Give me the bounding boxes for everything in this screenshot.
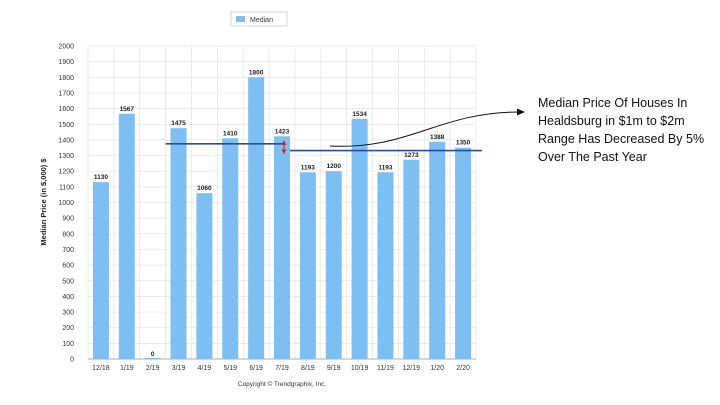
data-label: 1388 bbox=[430, 134, 445, 141]
y-tick-label: 300 bbox=[62, 310, 74, 317]
bar bbox=[351, 118, 368, 359]
y-tick-label: 800 bbox=[62, 231, 74, 238]
data-label: 1193 bbox=[301, 164, 315, 171]
bar bbox=[325, 171, 342, 359]
bar bbox=[222, 138, 239, 359]
bar bbox=[403, 159, 420, 359]
legend-swatch bbox=[236, 16, 245, 22]
x-tick-label: 10/19 bbox=[351, 365, 369, 372]
bar bbox=[144, 358, 161, 359]
data-label: 1534 bbox=[352, 111, 367, 118]
y-axis-label: Median Price (in $,000) $ bbox=[39, 158, 48, 246]
y-tick-label: 700 bbox=[62, 247, 74, 254]
data-label: 1060 bbox=[197, 185, 212, 192]
x-tick-label: 8/19 bbox=[301, 365, 315, 372]
y-tick-label: 1400 bbox=[58, 137, 74, 144]
y-tick-label: 500 bbox=[62, 278, 74, 285]
x-tick-label: 4/19 bbox=[198, 365, 212, 372]
x-tick-label: 7/19 bbox=[275, 365, 289, 372]
data-label: 1350 bbox=[456, 140, 471, 147]
legend-label: Median bbox=[250, 17, 273, 24]
tick-labels: 0 100 200 300 400 500 600 700 800 900 1000 1100 1200… bbox=[58, 44, 470, 373]
x-tick-label: 2/20 bbox=[456, 365, 470, 372]
data-label: 1193 bbox=[378, 164, 392, 171]
annotation-text: Median Price Of Houses In Healdsburg in … bbox=[538, 96, 705, 164]
x-tick-label: 11/19 bbox=[377, 365, 394, 372]
y-tick-label: 1700 bbox=[58, 90, 74, 97]
annotation-arrowhead bbox=[517, 108, 525, 116]
y-tick-label: 1900 bbox=[58, 59, 74, 66]
data-label: 1800 bbox=[249, 69, 264, 76]
bar bbox=[196, 193, 213, 359]
y-tick-label: 600 bbox=[62, 263, 74, 270]
data-label: 1410 bbox=[223, 130, 238, 137]
bar bbox=[377, 172, 394, 359]
y-tick-label: 100 bbox=[62, 341, 74, 348]
data-label: 1567 bbox=[120, 106, 135, 113]
y-tick-label: 400 bbox=[62, 294, 74, 301]
data-label: 1200 bbox=[326, 163, 341, 170]
y-tick-label: 0 bbox=[70, 357, 74, 364]
y-tick-label: 1100 bbox=[59, 184, 74, 191]
x-tick-label: 12/19 bbox=[403, 365, 421, 372]
y-tick-label: 1600 bbox=[58, 106, 74, 113]
y-tick-label: 1500 bbox=[58, 122, 74, 129]
y-tick-label: 1300 bbox=[58, 153, 74, 160]
data-label: 1273 bbox=[404, 152, 419, 159]
legend: Median bbox=[230, 11, 288, 27]
bar bbox=[429, 141, 446, 359]
y-tick-label: 2000 bbox=[58, 44, 74, 51]
x-tick-label: 1/20 bbox=[430, 365, 444, 372]
x-tick-label: 3/19 bbox=[172, 365, 186, 372]
bar bbox=[274, 136, 290, 359]
bars bbox=[92, 77, 472, 360]
bar bbox=[455, 147, 472, 359]
x-tick-label: 6/19 bbox=[249, 365, 263, 372]
bar bbox=[299, 172, 316, 359]
y-tick-label: 1200 bbox=[58, 169, 74, 176]
y-tick-label: 1800 bbox=[58, 75, 74, 82]
x-tick-label: 5/19 bbox=[223, 365, 237, 372]
change-arrow-head-up bbox=[281, 140, 287, 145]
data-label: 1130 bbox=[94, 174, 108, 181]
data-labels: 1130 1567 0 1475 1060 1410 1800 1423 1193 1200 153… bbox=[94, 69, 471, 358]
bar bbox=[248, 77, 265, 360]
data-label: 0 bbox=[151, 351, 155, 358]
x-tick-label: 2/19 bbox=[146, 365, 160, 372]
x-tick-label: 12/18 bbox=[92, 365, 110, 372]
y-tick-label: 900 bbox=[62, 216, 74, 223]
bar bbox=[92, 182, 109, 359]
data-label: 1475 bbox=[171, 120, 186, 127]
copyright-text: Copyright © Trendgraphix, Inc. bbox=[238, 380, 326, 388]
change-arrow-head-down bbox=[281, 149, 287, 155]
x-tick-label: 9/19 bbox=[327, 365, 341, 372]
y-tick-label: 200 bbox=[62, 325, 74, 332]
legend-box bbox=[230, 11, 288, 27]
bar bbox=[118, 113, 135, 360]
y-tick-label: 1000 bbox=[58, 200, 74, 207]
annotation-connector bbox=[329, 111, 521, 147]
x-tick-label: 1/19 bbox=[120, 365, 134, 372]
data-label: 1423 bbox=[275, 128, 290, 135]
reference-lines bbox=[165, 140, 482, 155]
bar bbox=[170, 128, 187, 359]
